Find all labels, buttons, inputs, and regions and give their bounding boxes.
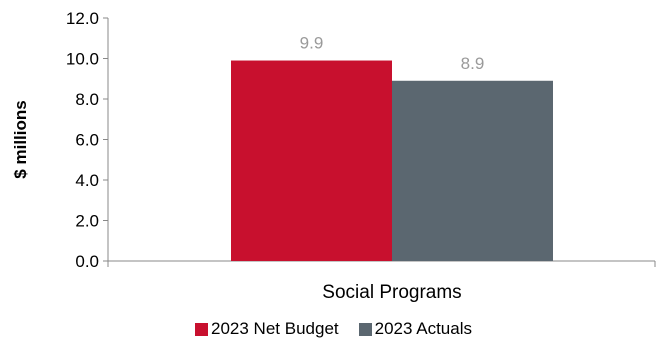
y-tick-label: 2.0 xyxy=(75,212,99,231)
legend-label-actuals: 2023 Actuals xyxy=(374,319,472,338)
y-tick-label: 4.0 xyxy=(75,171,99,190)
y-tick-label: 10.0 xyxy=(66,50,99,69)
y-tick-label: 12.0 xyxy=(66,9,99,28)
x-category-label: Social Programs xyxy=(322,282,461,303)
bar-net-budget xyxy=(231,60,392,262)
y-tick-label: 6.0 xyxy=(75,131,99,150)
legend-swatch-budget xyxy=(195,322,209,336)
data-label-net-budget: 9.9 xyxy=(300,34,324,53)
y-tick-label: 0.0 xyxy=(75,252,99,271)
legend: 2023 Net Budget 2023 Actuals xyxy=(0,318,667,340)
data-labels: 9.9 8.9 xyxy=(300,34,485,73)
y-tick-label: 8.0 xyxy=(75,90,99,109)
bars xyxy=(231,60,553,262)
y-axis-ticks: 0.0 2.0 4.0 6.0 8.0 10.0 12.0 xyxy=(66,9,656,271)
legend-swatch-actuals xyxy=(358,322,372,336)
legend-item-budget: 2023 Net Budget xyxy=(195,319,339,339)
bar-actuals xyxy=(392,80,553,262)
y-axis-title: $ millions xyxy=(11,100,30,178)
data-label-actuals: 8.9 xyxy=(461,54,485,73)
bar-chart: 0.0 2.0 4.0 6.0 8.0 10.0 12.0 9.9 8.9 Social Pr… xyxy=(11,9,656,303)
legend-item-actuals: 2023 Actuals xyxy=(358,319,472,339)
legend-label-budget: 2023 Net Budget xyxy=(211,319,339,338)
